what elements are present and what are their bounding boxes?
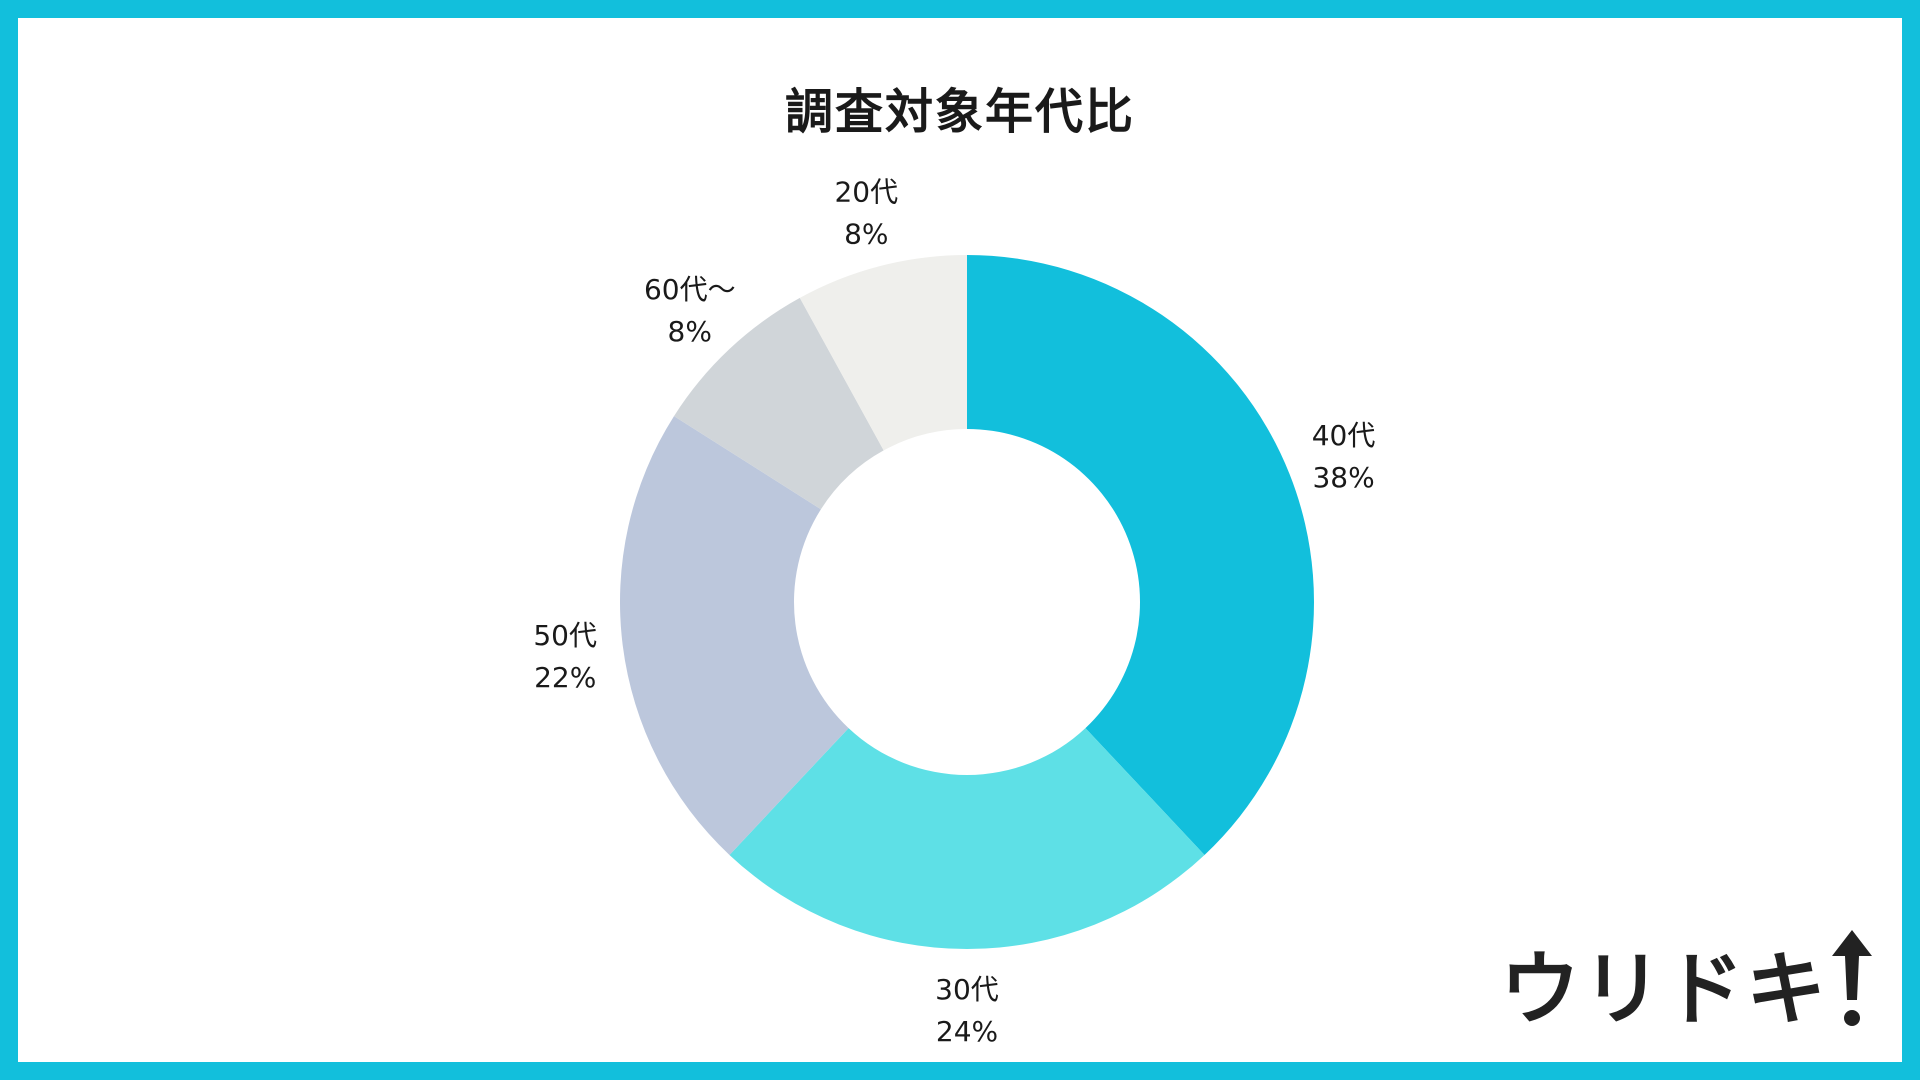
up-arrow-icon [1832,930,1872,1026]
donut-slice [674,297,884,510]
slice-category-label: 20代 [834,176,898,209]
slice-category-label: 60代～ [644,273,736,306]
slice-value-label: 38% [1312,461,1374,494]
slice-category-label: 40代 [1312,419,1376,452]
donut-slice [620,416,849,855]
chart-title: 調査対象年代比 [784,84,1135,140]
slice-value-label: 8% [844,218,888,251]
brand-logo: ウリドキ [1500,930,1872,1030]
slice-category-label: 50代 [533,619,597,652]
slice-category-label: 30代 [935,973,999,1006]
donut-slice [799,255,967,451]
slice-label: 60代～ 8% [644,273,736,348]
slice-value-label: 24% [936,1015,998,1048]
slice-value-label: 8% [668,315,712,348]
donut-slice [729,728,1205,949]
logo-text: ウリドキ [1500,943,1828,1036]
donut-slice [967,255,1314,855]
slice-value-label: 22% [534,661,596,694]
donut-slices [620,255,1314,949]
